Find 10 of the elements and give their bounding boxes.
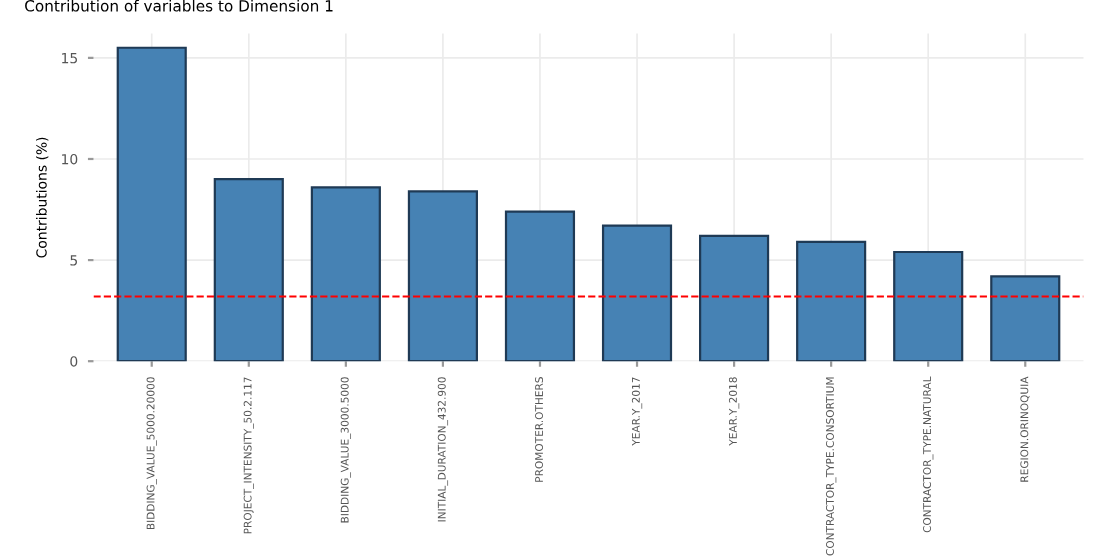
bar <box>796 240 867 362</box>
bar <box>116 46 187 362</box>
bar <box>310 186 381 362</box>
bar <box>601 224 673 362</box>
bar <box>213 178 284 362</box>
bar <box>504 210 576 362</box>
bar <box>893 250 964 362</box>
bar <box>407 190 478 362</box>
bar <box>699 234 770 362</box>
bar <box>990 275 1061 362</box>
